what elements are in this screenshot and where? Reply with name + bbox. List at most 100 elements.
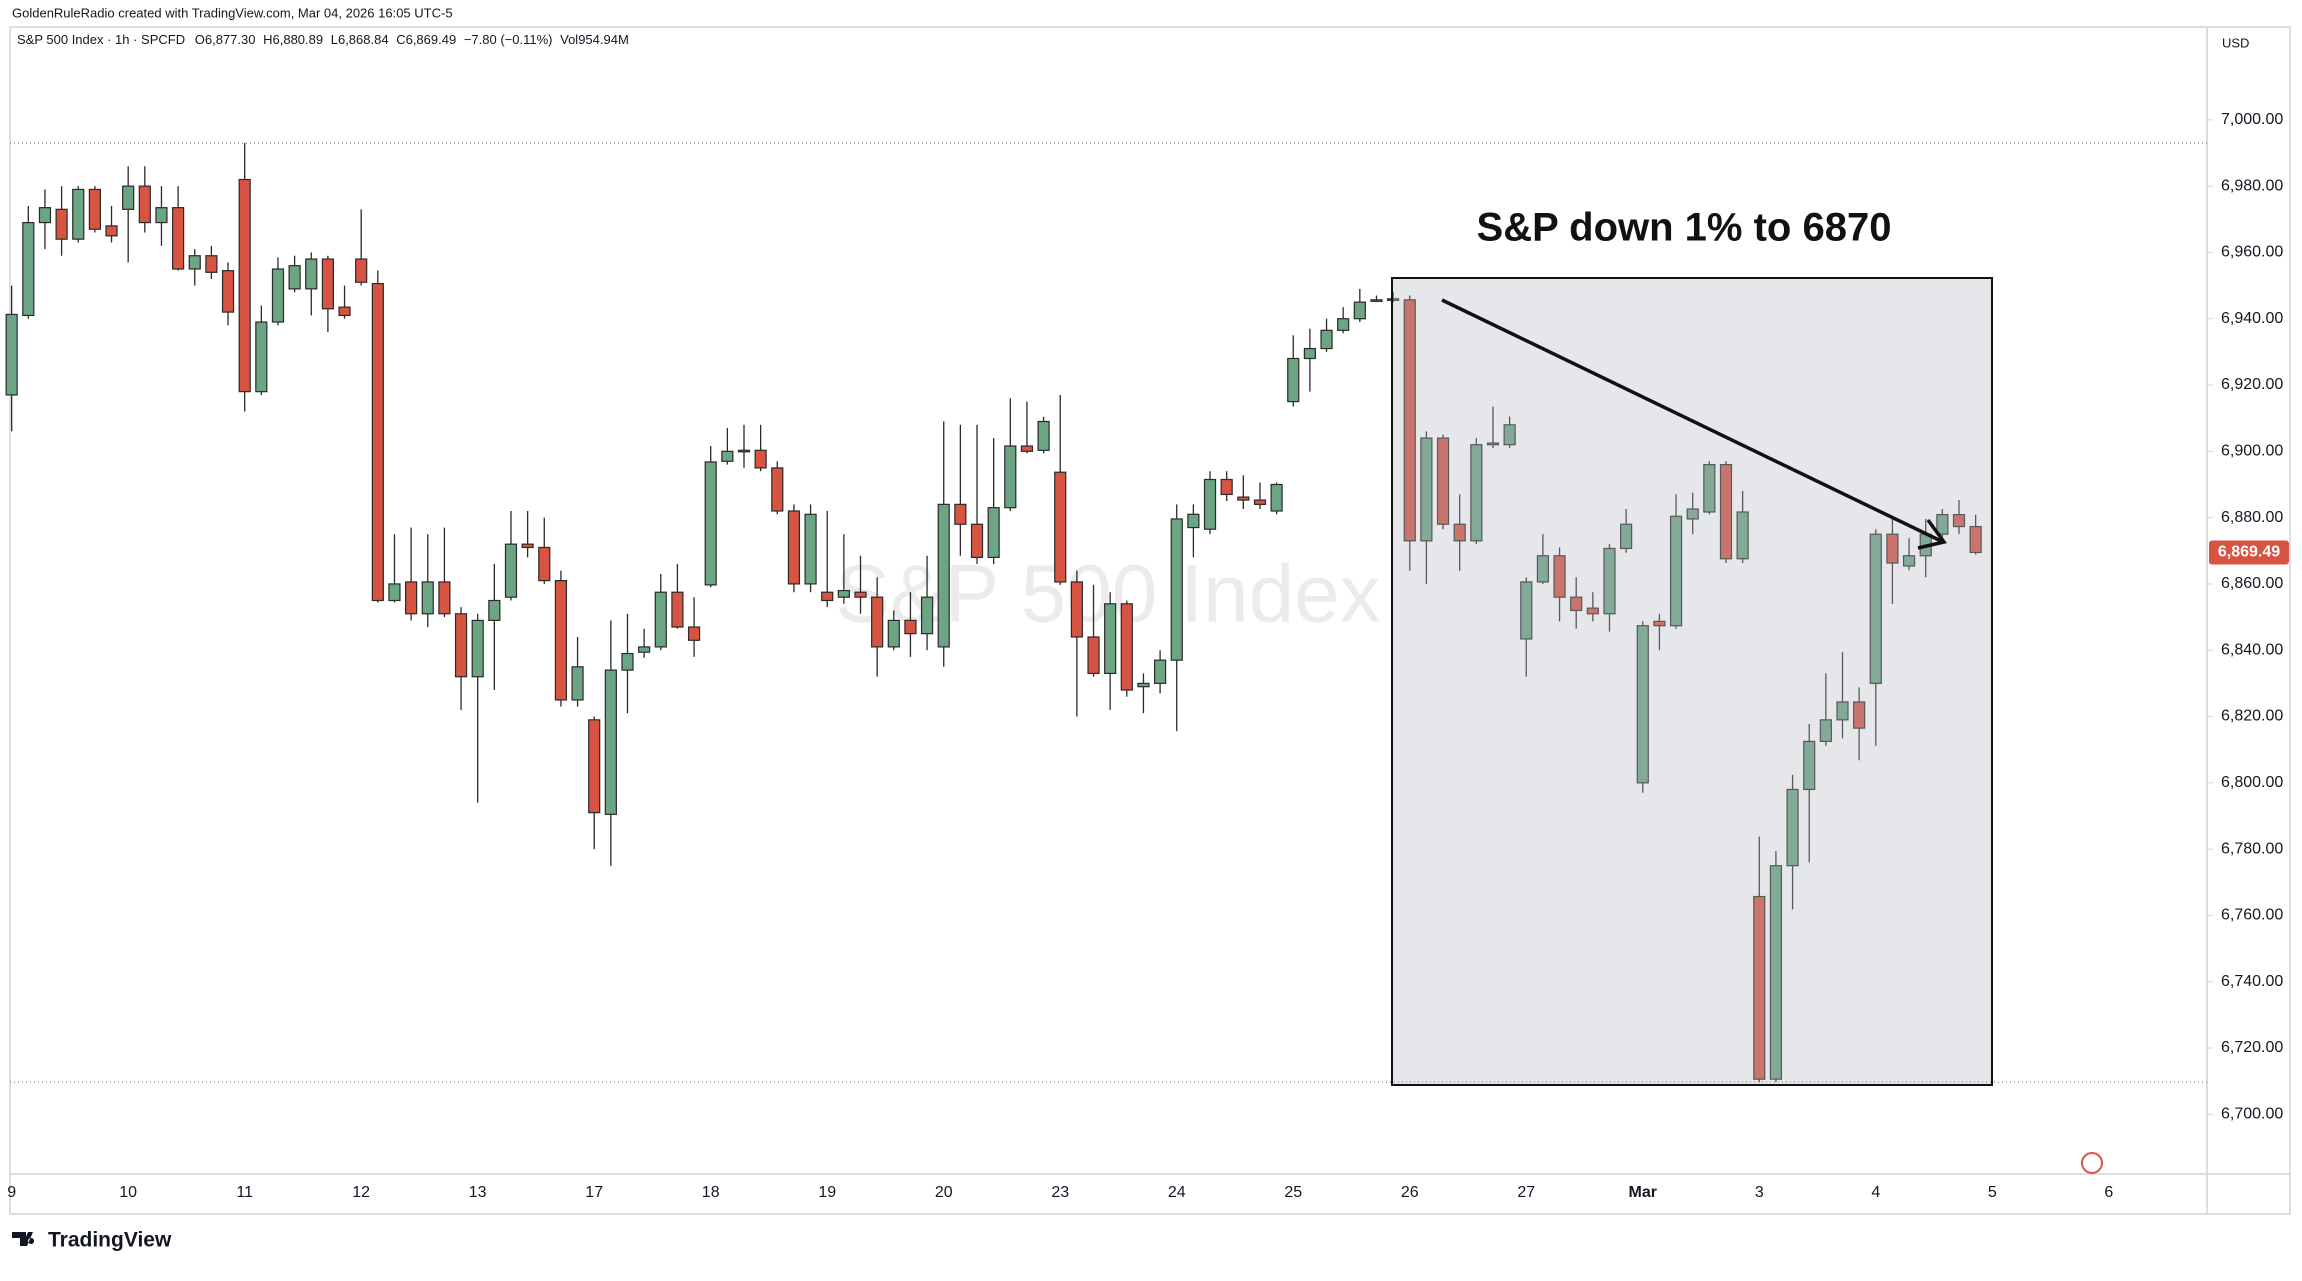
- x-tick-label: 9: [7, 1184, 16, 1201]
- candle-body: [1353, 301, 1366, 320]
- candle-body: [1187, 513, 1200, 529]
- candle-body: [754, 449, 767, 469]
- candle-body: [638, 646, 651, 653]
- candle-body: [188, 255, 201, 270]
- x-tick-label: 11: [236, 1184, 253, 1201]
- candle-body: [88, 188, 101, 230]
- candle-body: [538, 546, 551, 582]
- candle-body: [654, 591, 667, 648]
- candle-body: [621, 652, 634, 671]
- candle-body: [1170, 518, 1183, 661]
- candle-body: [38, 207, 52, 224]
- candle-body: [554, 580, 568, 701]
- candle-body: [1869, 533, 1882, 684]
- legend-close: 6,869.49: [406, 32, 457, 47]
- candle-body: [72, 188, 85, 240]
- candle-body: [255, 321, 268, 393]
- candle-body: [1886, 533, 1899, 564]
- legend-low-label: L: [331, 32, 338, 47]
- last-price-box: [2209, 540, 2289, 565]
- annotation-arrow: [1441, 298, 1942, 543]
- y-tick-label: 6,740.00: [2221, 973, 2283, 990]
- legend-volume: 954.94M: [578, 32, 629, 47]
- candle-body: [1470, 444, 1483, 542]
- candle-body: [305, 258, 318, 290]
- candle-body: [504, 543, 518, 598]
- x-tick-label: 5: [1988, 1184, 1997, 1201]
- candle-body: [588, 719, 601, 814]
- candle-body: [1603, 547, 1616, 615]
- candle-body: [787, 510, 801, 585]
- candle-body: [1287, 357, 1300, 403]
- candle-body: [1969, 525, 1982, 554]
- x-tick-label: 18: [702, 1184, 720, 1201]
- x-tick-label: 6: [2104, 1184, 2113, 1201]
- candle-body: [1570, 596, 1583, 612]
- candle-body: [454, 613, 468, 678]
- candle-body: [1902, 555, 1916, 567]
- x-tick-label: 12: [352, 1184, 370, 1201]
- candle-body: [1070, 581, 1083, 638]
- candle-body: [1153, 659, 1167, 684]
- candle-body: [804, 513, 817, 585]
- x-tick-label: 20: [935, 1184, 953, 1201]
- x-tick-label: 4: [1871, 1184, 1880, 1201]
- candle-body: [1653, 620, 1666, 627]
- candle-body: [1936, 514, 1949, 535]
- candle-body: [1786, 788, 1799, 867]
- candle-body: [1553, 555, 1566, 598]
- y-tick-label: 6,900.00: [2221, 443, 2283, 460]
- candle-body: [521, 543, 534, 549]
- legend-symbol: S&P 500 Index · 1h · SPCFD: [17, 32, 185, 47]
- candle-body: [1453, 523, 1466, 542]
- candle-body: [871, 596, 884, 648]
- legend-open-label: O: [195, 32, 205, 47]
- candle-body: [771, 467, 784, 512]
- candle-body: [1853, 701, 1866, 729]
- candle-body: [1703, 463, 1716, 513]
- candle-body: [155, 207, 168, 224]
- candle-body: [1337, 318, 1350, 331]
- candle-body: [721, 450, 734, 462]
- candle-body: [1520, 581, 1533, 640]
- brand: TradingView: [48, 1229, 172, 1252]
- candle-body: [288, 265, 301, 290]
- x-tick-label: 23: [1051, 1184, 1069, 1201]
- x-tick-label: 10: [119, 1184, 137, 1201]
- candle-body: [55, 208, 68, 240]
- y-tick-label: 6,820.00: [2221, 708, 2283, 725]
- legend-low: 6,868.84: [338, 32, 389, 47]
- candle-body: [604, 669, 617, 815]
- candle-body: [1320, 329, 1333, 350]
- candle-body: [737, 449, 751, 453]
- candle-body: [1836, 701, 1849, 721]
- x-tick-label: 26: [1401, 1184, 1419, 1201]
- candle-body: [1370, 299, 1383, 302]
- candle-body: [1270, 483, 1283, 512]
- candle-body: [1037, 420, 1050, 451]
- candle-body: [1486, 442, 1500, 446]
- y-tick-label: 6,960.00: [2221, 244, 2283, 261]
- x-tick-label: Mar: [1629, 1184, 1657, 1201]
- y-tick-label: 7,000.00: [2221, 111, 2283, 128]
- candle-body: [1120, 603, 1133, 691]
- candle-body: [1669, 515, 1683, 627]
- candle-body: [1952, 514, 1966, 528]
- y-tick-label: 6,700.00: [2221, 1106, 2283, 1123]
- candle-body: [1753, 895, 1766, 1080]
- candle-body: [1769, 865, 1783, 1080]
- candle-body: [1819, 719, 1832, 742]
- candle-body: [421, 581, 434, 615]
- candle-body: [1303, 347, 1316, 360]
- y-tick-label: 6,860.00: [2221, 575, 2283, 592]
- candle-body: [1253, 499, 1267, 505]
- candle-body: [1237, 496, 1250, 501]
- candle-body: [1620, 523, 1633, 550]
- candle-body: [1137, 682, 1150, 688]
- event-icon[interactable]: [2081, 1152, 2103, 1174]
- candle-body: [954, 503, 967, 525]
- y-tick-label: 6,880.00: [2221, 509, 2283, 526]
- legend-volume-label: Vol: [560, 32, 578, 47]
- candle-body: [1736, 511, 1749, 560]
